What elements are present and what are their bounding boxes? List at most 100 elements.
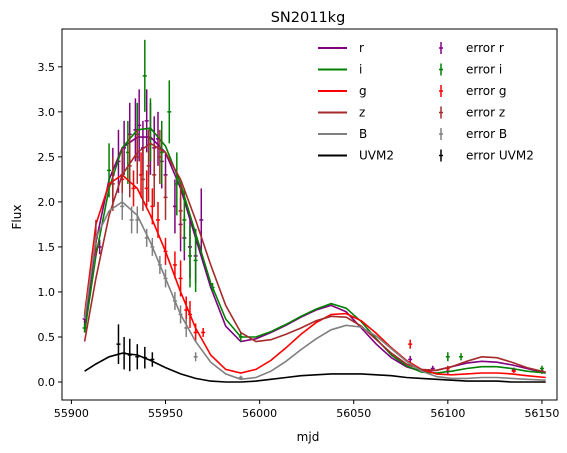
svg-text:B: B [359, 127, 367, 141]
plot-frame [61, 28, 558, 401]
error-point-b [193, 352, 198, 362]
error-point-b [150, 237, 155, 256]
error-point-z [135, 129, 140, 184]
y-tick-label: 3.0 [38, 106, 56, 119]
error-point-z [152, 143, 157, 207]
error-point-z [163, 174, 168, 220]
legend-item-g: g [318, 84, 367, 98]
svg-text:z: z [359, 106, 365, 120]
x-tick-label: 56150 [524, 407, 559, 420]
svg-text:UVM2: UVM2 [359, 149, 394, 163]
svg-text:error B: error B [466, 127, 507, 141]
error-point-uvm2 [135, 344, 140, 370]
error-point-b [163, 269, 168, 288]
error-point-z [157, 129, 162, 184]
y-tick-label: 0.0 [38, 376, 56, 389]
legend-item-error-z: error z [439, 106, 505, 120]
x-tick-label: 56050 [336, 407, 371, 420]
error-point-b [157, 255, 162, 274]
error-point-i [174, 152, 179, 216]
y-tick-label: 2.5 [38, 151, 56, 164]
y-tick-label: 3.5 [38, 61, 56, 74]
error-point-uvm2 [116, 324, 121, 364]
legend-item-uvm2: UVM2 [318, 149, 394, 163]
error-point-g [187, 300, 192, 328]
error-point-uvm2 [150, 352, 155, 367]
x-axis-label: mjd [297, 430, 320, 444]
error-point-b [238, 375, 243, 380]
error-point-i [107, 143, 112, 198]
svg-text:g: g [359, 84, 367, 98]
error-point-i [539, 365, 544, 372]
error-point-i [187, 224, 192, 288]
x-tick-label: 55950 [148, 407, 183, 420]
svg-text:error i: error i [466, 63, 502, 77]
error-point-r [144, 89, 149, 153]
error-point-i [445, 352, 450, 362]
svg-text:r: r [359, 41, 364, 55]
error-point-uvm2 [142, 346, 147, 369]
error-point-z [178, 183, 183, 238]
y-tick-label: 1.5 [38, 241, 56, 254]
legend-item-error-uvm2: error UVM2 [439, 149, 534, 163]
legend-item-r: r [318, 41, 364, 55]
error-point-i [238, 332, 243, 342]
series-line-b [83, 200, 546, 381]
legend-item-error-r: error r [439, 41, 504, 55]
legend-item-z: z [318, 106, 365, 120]
error-point-z [110, 156, 115, 211]
x-tick-label: 56100 [430, 407, 465, 420]
error-point-b [120, 192, 125, 220]
error-point-g [408, 339, 413, 349]
series-line-z [83, 142, 546, 373]
svg-text:i: i [359, 63, 362, 77]
x-tick-label: 55900 [54, 407, 89, 420]
error-point-b [129, 206, 134, 234]
error-point-z [146, 129, 151, 202]
x-tick-label: 56000 [242, 407, 277, 420]
error-point-g [155, 201, 160, 238]
error-point-b [144, 228, 149, 247]
error-point-g [511, 369, 516, 373]
error-point-r [199, 188, 204, 252]
y-tick-label: 2.0 [38, 196, 56, 209]
error-point-i [142, 39, 147, 112]
y-axis-ticks: 0.0 0.5 1.0 1.5 2.0 2.5 3.0 3.5 [38, 61, 62, 389]
error-point-g [193, 323, 198, 342]
svg-text:error z: error z [466, 106, 505, 120]
error-point-b [184, 318, 189, 337]
y-tick-label: 0.5 [38, 331, 56, 344]
error-point-g [131, 170, 136, 207]
svg-text:error UVM2: error UVM2 [466, 149, 534, 163]
y-axis-label: Flux [10, 205, 24, 230]
error-point-i [193, 228, 198, 292]
error-point-b [135, 206, 140, 234]
svg-text:error g: error g [466, 84, 506, 98]
error-point-uvm2 [122, 336, 127, 370]
error-point-i [459, 353, 464, 361]
series-line-i [83, 127, 546, 374]
error-point-g [163, 237, 168, 265]
error-point-uvm2 [127, 338, 132, 372]
legend-item-error-g: error g [439, 84, 506, 98]
chart-title: SN2011kg [271, 10, 346, 26]
error-point-b [172, 291, 177, 310]
error-point-i [210, 282, 215, 292]
legend-item-i: i [318, 63, 362, 77]
legend-item-error-i: error i [439, 63, 502, 77]
y-tick-label: 1.0 [38, 286, 56, 299]
error-point-i [167, 80, 172, 144]
error-point-i [82, 323, 87, 333]
error-point-z [127, 134, 132, 198]
series-line-r [83, 136, 546, 374]
error-point-i [182, 188, 187, 252]
legend-item-b: B [318, 127, 367, 141]
error-point-z [140, 147, 145, 211]
error-point-b [178, 305, 183, 324]
error-point-g [172, 251, 177, 279]
error-point-g [201, 327, 206, 337]
x-axis-ticks: 55900 55950 56000 56050 56100 56150 [54, 400, 559, 420]
legend-item-error-b: error B [439, 127, 507, 141]
